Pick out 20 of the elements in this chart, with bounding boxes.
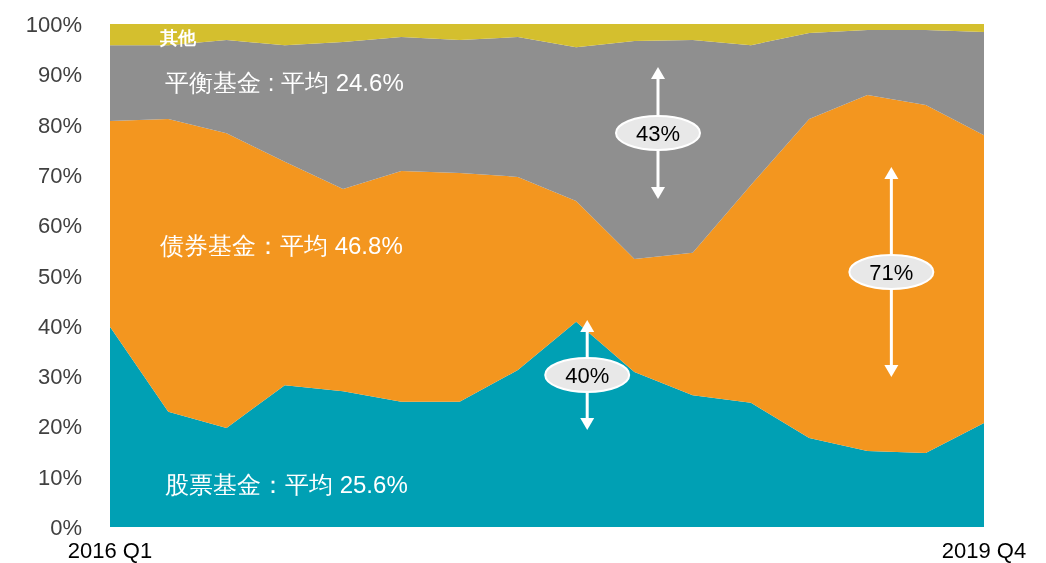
series-label: 股票基金：平均 25.6% [165,471,408,499]
y-tick-label: 0% [50,515,82,540]
series-label: 平衡基金 : 平均 24.6% [165,69,404,97]
y-tick-label: 60% [37,213,82,239]
y-tick-label: 70% [37,162,82,188]
annotation: 40% [565,363,610,388]
series-label: 其他 [159,27,197,48]
annotation: 43% [635,121,681,146]
x-tick-label: 2016 Q1 [67,538,153,563]
y-tick-label: 80% [37,112,82,138]
y-tick-label: 10% [37,464,82,490]
y-tick-label: 40% [37,313,82,339]
y-tick-label: 50% [37,263,82,289]
series-label: 债券基金：平均 46.8% [160,232,403,260]
x-tick-label: 2019 Q4 [941,538,1027,563]
y-tick-label: 90% [37,62,82,88]
annotation: 71% [869,260,914,285]
y-tick-label: 20% [37,414,82,440]
y-tick-label: 30% [37,364,82,390]
y-tick-label: 100% [25,12,82,37]
